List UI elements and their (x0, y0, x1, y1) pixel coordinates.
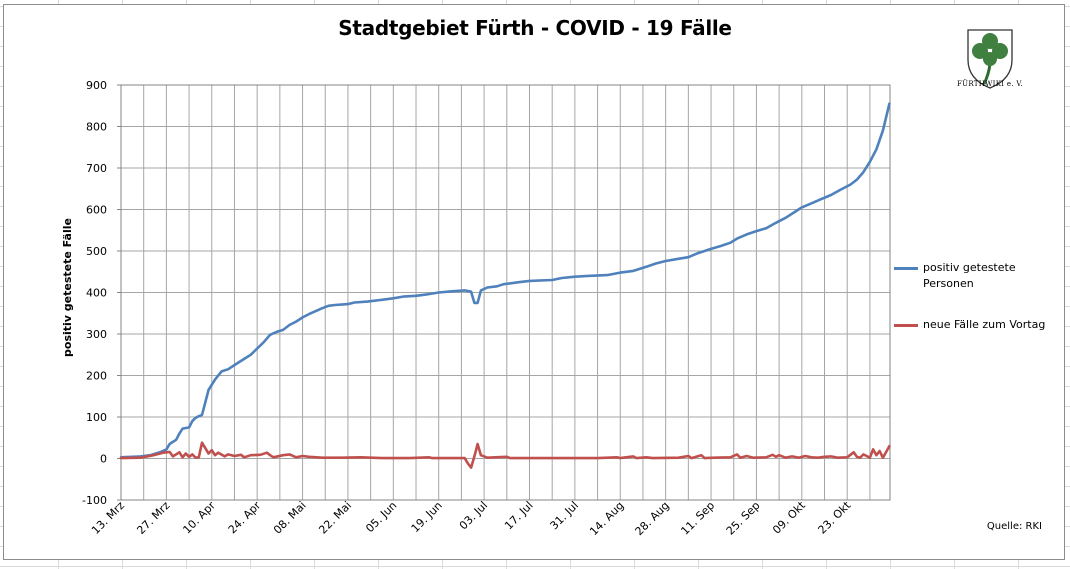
x-tick-label: 11. Sep (678, 499, 717, 538)
logo-leaf-top (982, 33, 998, 49)
y-tick-label: -100 (82, 494, 107, 507)
legend-entry-positive: positiv getestete Personen (892, 260, 1062, 292)
source-label: Quelle: RKI (986, 521, 1042, 532)
legend-swatch-positive (894, 267, 918, 270)
x-tick-label: 28. Aug (633, 499, 672, 538)
x-tick-label: 25. Sep (724, 499, 763, 538)
x-tick-label: 23. Okt (816, 498, 854, 536)
y-tick-label: 300 (86, 328, 107, 341)
legend-swatch-new-cases (894, 324, 918, 327)
y-tick-labels: -100 0 100 200 300 400 500 600 700 800 900 (82, 79, 107, 507)
logo-leaf-bottom (983, 52, 997, 66)
y-tick-label: 500 (86, 245, 107, 258)
x-tick-label: 08. Mai (271, 499, 309, 537)
y-axis-label: positiv getestete Fälle (61, 218, 74, 357)
x-tick-label: 09. Okt (770, 498, 808, 536)
series-lines (119, 102, 891, 469)
legend-label-new-cases: neue Fälle zum Vortag (923, 318, 1046, 331)
cloverleaf-shield-icon (967, 29, 1013, 89)
horizontal-gridlines (121, 84, 890, 501)
logo-leaf-right (992, 43, 1008, 59)
legend-label-positive: positiv getestete Personen (923, 261, 1016, 290)
vertical-gridlines (120, 85, 871, 500)
x-tick-label: 17. Jul (502, 499, 535, 532)
chart-title: Stadtgebiet Fürth - COVID - 19 Fälle (338, 16, 732, 40)
series-positive-line[interactable] (119, 102, 891, 459)
x-tick-label: 19. Jun (409, 499, 445, 535)
x-tick-label: 31. Jul (548, 499, 581, 532)
x-tick-label: 22. Mai (316, 499, 354, 537)
x-tick-label: 14. Aug (587, 499, 626, 538)
logo-leaf-left (972, 43, 988, 59)
legend-entry-new-cases: neue Fälle zum Vortag (892, 317, 1062, 333)
x-tick-label: 03. Jul (457, 499, 490, 532)
y-tick-label: 900 (86, 79, 107, 92)
y-tick-label: 400 (86, 287, 107, 300)
logo-text: FÜRTHWIKI e. V. (956, 80, 1023, 88)
y-tick-label: 700 (86, 162, 107, 175)
y-tick-label: 100 (86, 411, 107, 424)
x-tick-label: 05. Jun (363, 499, 399, 535)
series-new-cases-line[interactable] (119, 441, 891, 469)
y-tick-label: 200 (86, 370, 107, 383)
y-tick-label: 600 (86, 204, 107, 217)
x-tick-label: 24. Apr (226, 499, 264, 537)
y-tick-label: 800 (86, 121, 107, 134)
y-tick-label: 0 (100, 453, 107, 466)
legend: positiv getestete Personen neue Fälle zu… (892, 260, 1062, 333)
x-tick-labels: 13. Mrz 27. Mrz 10. Apr 24. Apr 08. Mai 22. M… (89, 498, 854, 538)
x-tick-label: 27. Mrz (134, 499, 172, 537)
x-tick-label: 10. Apr (180, 499, 218, 537)
